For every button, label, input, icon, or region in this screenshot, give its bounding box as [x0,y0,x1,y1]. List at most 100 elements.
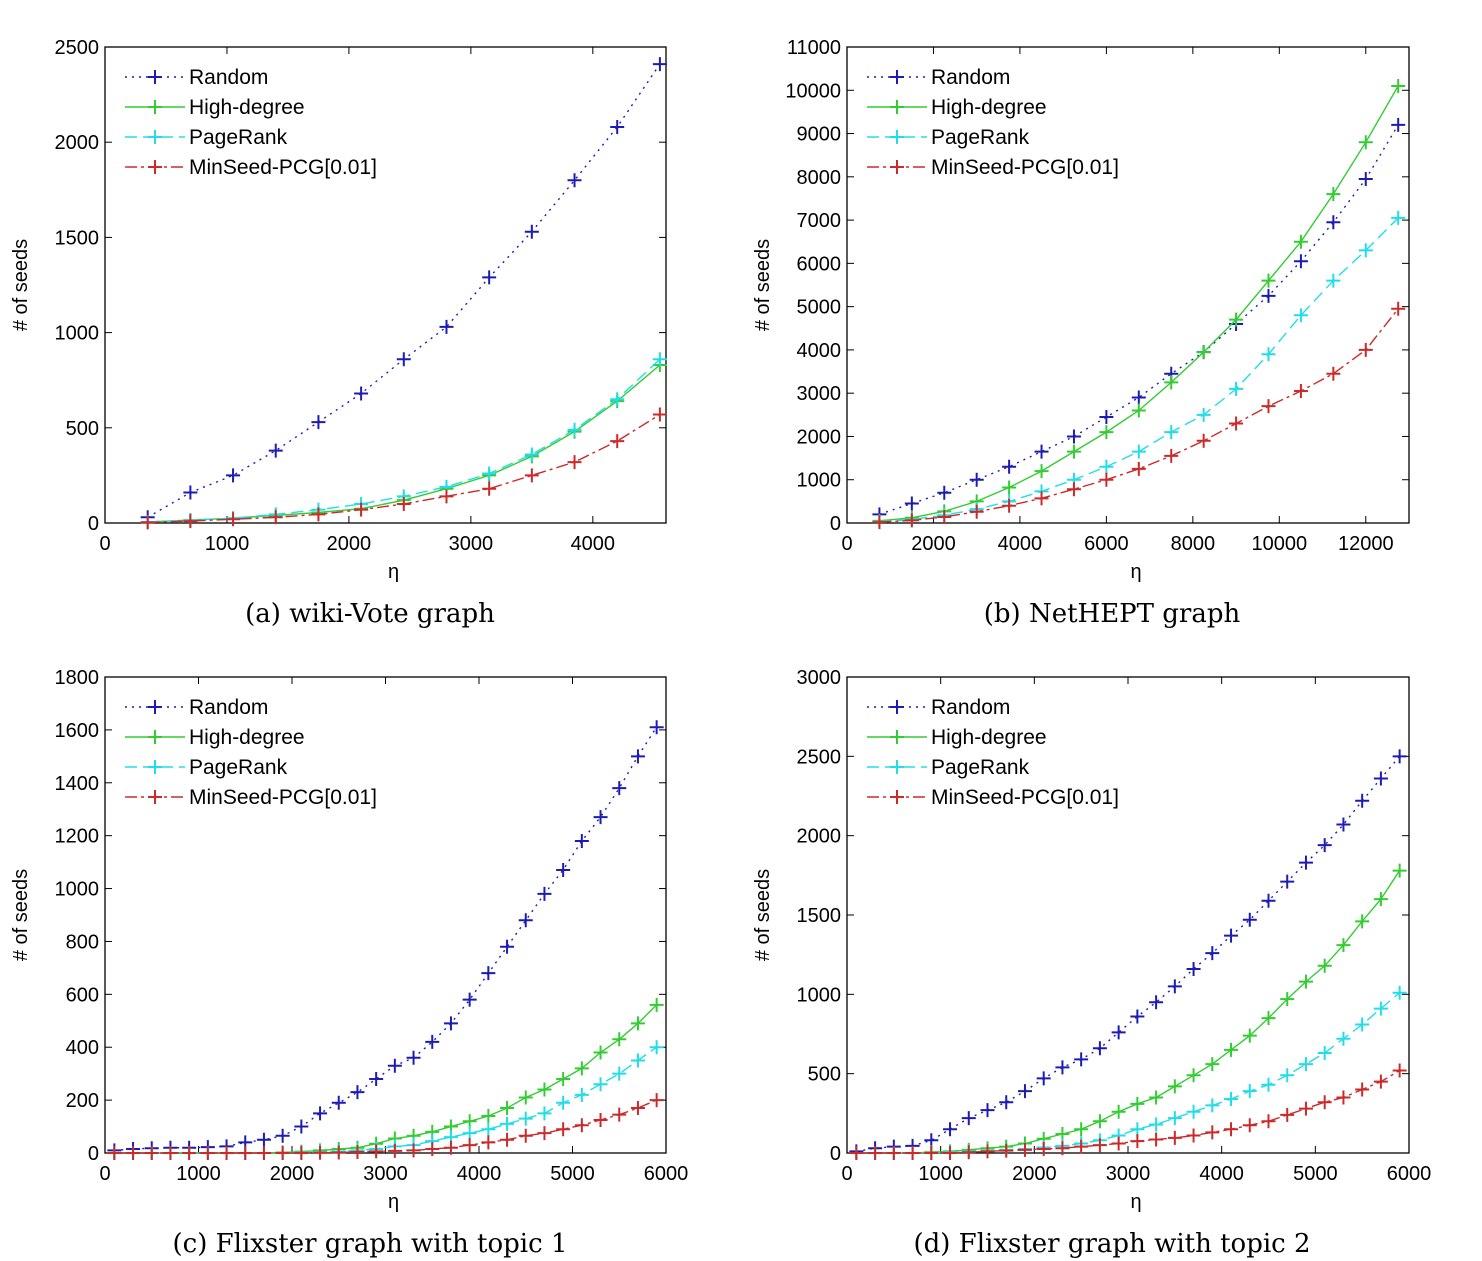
legend-3: Random High-degree PageRank MinSeed-PCG[0.0… [867,696,1119,809]
x-tick-label-2-3: 3000 [363,1163,408,1185]
data-point-1-pagerank-14 [1326,273,1341,288]
legend-marker-2-high_degree [148,730,162,744]
data-point-1-pagerank-7 [1099,459,1114,474]
data-point-3-minseed-18 [1186,1128,1201,1143]
data-point-1-pagerank-10 [1196,407,1211,422]
y-tick-label-1-1: 1000 [797,470,842,492]
legend-label-3-minseed: MinSeed-PCG[0.01] [931,786,1119,809]
data-point-2-high_degree-24 [556,1071,571,1086]
y-tick-label-1-8: 8000 [797,167,842,189]
data-point-2-high_degree-20 [481,1108,496,1123]
data-point-3-minseed-29 [1392,1063,1407,1078]
data-point-1-pagerank-11 [1229,381,1244,396]
data-point-2-high_degree-26 [593,1045,608,1060]
data-point-1-high_degree-16 [1391,78,1406,93]
y-tick-label-2-6: 1200 [55,826,100,848]
data-point-1-minseed-11 [1229,416,1244,431]
data-point-1-minseed-4 [1002,498,1017,513]
data-point-0-minseed-5 [354,502,369,517]
data-point-1-pagerank-15 [1358,243,1373,258]
data-point-1-random-15 [1358,171,1373,186]
x-tick-label-3-0: 0 [841,1163,852,1185]
legend-0: Random High-degree PageRank MinSeed-PCG[0.0… [125,66,377,179]
data-point-3-pagerank-19 [1205,1098,1220,1113]
data-point-3-high_degree-23 [1280,992,1295,1007]
data-point-1-pagerank-8 [1131,444,1146,459]
legend-label-0-random: Random [189,66,268,89]
data-point-2-minseed-18 [443,1140,458,1155]
data-point-1-random-1 [904,496,919,511]
data-point-1-random-7 [1099,409,1114,424]
x-tick-label-2-4: 4000 [457,1163,502,1185]
data-point-2-random-19 [462,992,477,1007]
y-tick-label-2-1: 200 [66,1090,99,1112]
legend-2: Random High-degree PageRank MinSeed-PCG[0.0… [125,696,377,809]
data-point-0-random-2 [226,468,241,483]
data-point-1-random-2 [937,485,952,500]
data-point-1-minseed-3 [969,504,984,519]
y-tick-label-1-9: 9000 [797,124,842,146]
y-tick-label-3-2: 1000 [797,984,842,1006]
data-point-3-random-15 [1130,1009,1145,1024]
legend-marker-2-minseed [148,790,162,804]
data-point-2-minseed-12 [331,1145,346,1160]
y-tick-label-1-6: 6000 [797,253,842,275]
data-point-0-random-3 [268,443,283,458]
data-point-3-minseed-23 [1280,1107,1295,1122]
legend-marker-1-random [890,70,904,84]
data-point-0-random-10 [567,173,582,188]
data-point-2-minseed-23 [537,1126,552,1141]
data-point-2-minseed-15 [387,1143,402,1158]
legend-label-1-pagerank: PageRank [931,126,1030,149]
data-point-1-minseed-6 [1066,482,1081,497]
data-point-0-random-4 [311,415,326,430]
chart-panel-1: 0 2000 4000 6000 8000 10000 12000 0 1000 2000 3000… [752,37,1410,629]
y-tick-label-2-5: 1000 [55,879,100,901]
legend-label-3-high_degree: High-degree [931,726,1047,749]
data-point-2-minseed-4 [182,1146,197,1160]
legend-marker-3-random [890,700,904,714]
data-point-2-minseed-6 [219,1146,234,1160]
data-point-2-random-9 [275,1128,290,1143]
x-tick-label-3-6: 6000 [1387,1163,1432,1185]
data-point-2-random-8 [256,1132,271,1147]
data-point-1-minseed-0 [872,515,887,530]
data-point-1-high_degree-11 [1229,312,1244,327]
data-point-2-high_degree-28 [630,1016,645,1031]
x-tick-label-3-3: 3000 [1106,1163,1151,1185]
y-axis-label-1: # of seeds [752,239,774,331]
data-point-0-minseed-0 [140,515,155,530]
data-point-2-minseed-24 [556,1122,571,1137]
data-point-3-pagerank-24 [1298,1057,1313,1072]
data-point-3-high_degree-21 [1242,1028,1257,1043]
legend-marker-0-random [148,70,162,84]
chart-panel-2: 0 1000 2000 3000 4000 5000 6000 0 200 400 600 800 10… [10,667,688,1259]
legend-marker-2-random [148,700,162,714]
caption-0: (a) wiki-Vote graph [245,599,495,629]
x-axis-label-2: η [388,1191,399,1213]
data-point-2-random-13 [350,1085,365,1100]
y-tick-label-2-7: 1400 [55,773,100,795]
legend-marker-3-pagerank [890,760,904,774]
data-point-2-random-29 [649,720,664,735]
data-point-3-high_degree-12 [1074,1122,1089,1137]
plot-frame-3 [846,676,1410,1154]
legend-marker-3-minseed [890,790,904,804]
data-point-1-high_degree-10 [1196,345,1211,360]
x-tick-label-2-1: 1000 [176,1163,221,1185]
data-point-0-minseed-9 [524,468,539,483]
data-point-2-high_degree-29 [649,997,664,1012]
data-point-2-minseed-5 [200,1146,215,1160]
data-point-3-pagerank-16 [1149,1117,1164,1132]
legend-label-1-high_degree: High-degree [931,96,1047,119]
x-tick-label-1-2: 4000 [998,533,1043,555]
data-point-3-minseed-25 [1317,1095,1332,1110]
data-point-1-minseed-16 [1391,301,1406,316]
legend-label-0-pagerank: PageRank [189,126,288,149]
data-point-2-minseed-3 [163,1146,178,1160]
x-tick-label-1-4: 8000 [1171,533,1216,555]
data-point-3-minseed-28 [1373,1074,1388,1089]
x-tick-label-1-6: 12000 [1338,533,1394,555]
chart-panel-3: 0 1000 2000 3000 4000 5000 6000 0 500 1000 1500 200… [752,667,1431,1259]
